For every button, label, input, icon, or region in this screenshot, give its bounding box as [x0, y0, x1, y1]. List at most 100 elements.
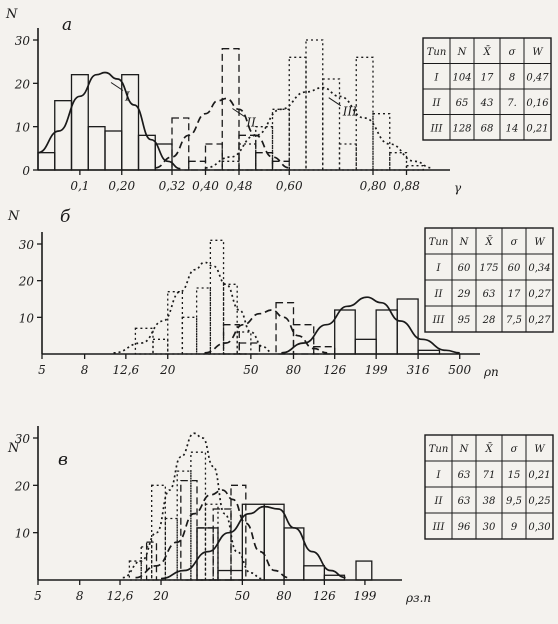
x-tick-label: 20 — [152, 589, 169, 603]
table-cell: 96 — [458, 522, 471, 533]
table-cell: 71 — [483, 470, 496, 481]
x-tick-label: 8 — [81, 363, 89, 377]
histogram-bar — [271, 160, 290, 171]
histogram-bar — [305, 39, 324, 171]
panel-letter: а — [62, 15, 72, 35]
table-cell: 95 — [458, 315, 471, 326]
table-cell: 63 — [483, 289, 496, 300]
x-tick-label: 0,48 — [226, 179, 253, 193]
histogram-bar — [255, 126, 274, 171]
histogram-bar — [180, 479, 198, 581]
y-tick-label: 20 — [18, 275, 35, 289]
histogram-bar — [217, 569, 243, 581]
x-tick-label: 199 — [365, 363, 388, 377]
table-cell: 0,21 — [528, 470, 550, 481]
table-cell: 0,47 — [526, 72, 549, 83]
histogram-bar — [263, 503, 285, 581]
table-cell: III — [430, 123, 444, 134]
series-label-pointer — [328, 97, 342, 107]
table-cell: 0,16 — [526, 98, 549, 109]
fit-curve — [281, 296, 460, 354]
table-cell: 7. — [507, 98, 517, 109]
histogram-bar — [389, 152, 408, 171]
x-tick-label: 0,20 — [108, 179, 135, 193]
histogram-bar — [238, 342, 261, 355]
table-cell: 68 — [481, 123, 494, 134]
y-axis-label: N — [7, 441, 20, 456]
y-tick-label: 30 — [15, 34, 31, 48]
histogram-bar — [303, 565, 326, 581]
x-tick-label: 126 — [313, 589, 336, 603]
table-cell: 30 — [483, 522, 496, 533]
x-tick-label: 5 — [34, 589, 42, 603]
histogram-bar — [355, 560, 373, 581]
fit-curve — [37, 71, 181, 170]
x-tick-label: 12,6 — [107, 589, 134, 603]
y-axis-label: N — [7, 209, 20, 224]
histogram-bar — [145, 541, 158, 581]
table-header-cell: Тип — [429, 237, 449, 248]
y-tick-label: 20 — [14, 77, 31, 91]
table-cell: II — [434, 496, 444, 507]
histogram-bar — [372, 113, 391, 171]
table-header-cell: W — [534, 237, 545, 248]
histogram-bar — [236, 331, 252, 355]
series-I — [113, 239, 272, 355]
table-header-cell: W — [532, 47, 543, 58]
table-cell: 63 — [458, 470, 471, 481]
histogram-bar — [104, 130, 123, 171]
histogram-bar — [190, 451, 207, 581]
x-tick-label: 500 — [448, 363, 471, 377]
table-cell: 60 — [508, 263, 521, 274]
histogram-bar — [188, 160, 207, 171]
series-label-pointer — [110, 82, 124, 91]
table-cell: II — [432, 98, 442, 109]
histogram-bar — [212, 508, 232, 581]
x-tick-label: 126 — [323, 363, 346, 377]
histogram-bar — [322, 78, 341, 171]
x-tick-label: 8 — [76, 589, 84, 603]
table-header-cell: N — [459, 237, 470, 248]
histogram-bar — [70, 74, 89, 171]
fit-curve — [113, 261, 272, 354]
histogram-bar — [292, 324, 315, 355]
table-header-cell: Тип — [429, 444, 449, 455]
table-cell: 0,27 — [528, 315, 551, 326]
fit-curve — [204, 309, 328, 354]
table-cell: 17 — [481, 72, 494, 83]
series-I — [122, 432, 262, 581]
series-label: II — [245, 116, 256, 130]
table-header-cell: N — [459, 444, 470, 455]
table-header-cell: X̄ — [484, 236, 493, 248]
table-cell: 17 — [508, 289, 521, 300]
histogram-bar — [238, 143, 257, 171]
table-cell: I — [434, 72, 440, 83]
chart-panel-1: 0 10 20 30 0,1 0,20 0,32 0,40 0,48 0,60 0,80 0,88 Nγ… — [5, 7, 552, 195]
table-cell: 28 — [482, 315, 496, 326]
fit-curve — [160, 505, 346, 580]
histogram-bar — [154, 143, 173, 171]
table-cell: III — [432, 315, 446, 326]
y-tick-label: 0 — [22, 164, 30, 178]
table-header-cell: W — [534, 444, 545, 455]
histogram-bar — [164, 517, 178, 581]
histogram-bar — [396, 298, 419, 355]
table-cell: 104 — [452, 72, 471, 83]
histogram-bar — [171, 117, 190, 171]
x-tick-label: 20 — [159, 363, 176, 377]
histogram-bar — [221, 160, 240, 171]
x-tick-label: 80 — [286, 363, 302, 377]
y-axis-label: N — [5, 7, 18, 22]
panel-letter: б — [60, 207, 71, 227]
table-cell: 0,25 — [528, 496, 550, 507]
stats-table: ТипIIIIIIN10465128X̄174368σ87.14W0,470,1… — [422, 37, 552, 141]
y-tick-label: 10 — [19, 311, 35, 325]
x-tick-label: 50 — [235, 589, 251, 603]
histogram-bar — [271, 108, 290, 171]
histogram-bar — [417, 349, 441, 355]
x-tick-label: 0,32 — [159, 179, 186, 193]
histogram-bar — [238, 134, 257, 171]
table-cell: 128 — [452, 123, 471, 134]
histogram-bar — [54, 100, 73, 171]
